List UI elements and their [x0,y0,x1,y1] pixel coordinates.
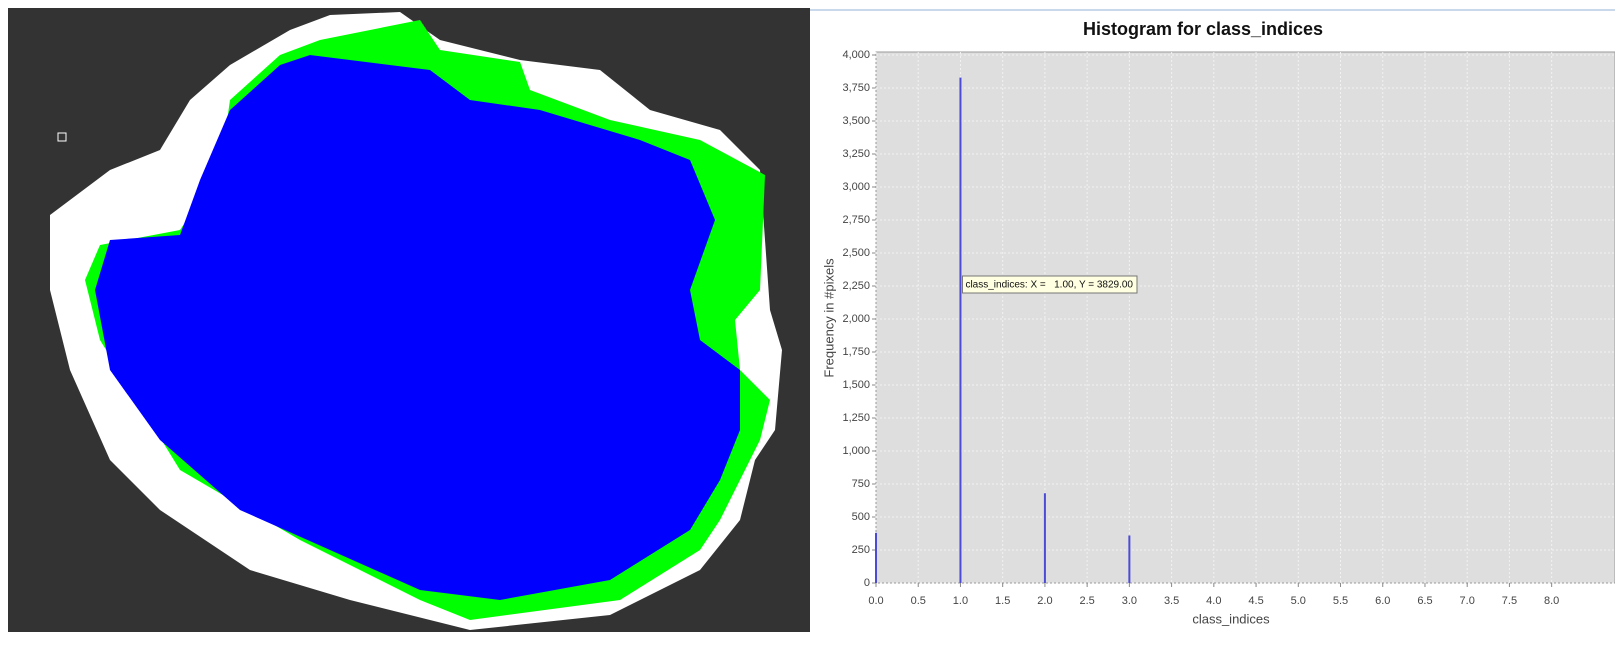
y-tick-label: 2,000 [842,313,870,325]
page: Histogram for class_indices class_indice… [0,0,1615,655]
y-tick-label: 4,000 [842,49,870,61]
y-tick-label: 1,250 [842,412,870,424]
y-tick-label: 1,000 [842,445,870,457]
x-tick-label: 1.5 [995,595,1010,607]
y-tick-label: 250 [852,544,870,556]
x-tick-label: 2.0 [1037,595,1052,607]
y-tick-label: 3,250 [842,148,870,160]
bar [1128,535,1130,583]
bar [875,533,877,583]
x-tick-label: 8.0 [1544,595,1559,607]
x-axis-label: class_indices [1192,611,1270,626]
y-tick-label: 2,250 [842,280,870,292]
plot-area[interactable] [876,52,1615,583]
x-tick-label: 6.0 [1375,595,1390,607]
bar [1044,493,1046,583]
y-tick-label: 1,750 [842,346,870,358]
x-tick-label: 0.5 [911,595,926,607]
chart-title: Histogram for class_indices [1083,19,1323,39]
screen: Histogram for class_indices class_indice… [0,0,1615,655]
bar [959,78,961,583]
x-tick-label: 5.0 [1291,595,1306,607]
x-tick-label: 0.0 [868,595,883,607]
y-tick-label: 750 [852,478,870,490]
y-tick-label: 3,000 [842,181,870,193]
x-tick-label: 1.0 [953,595,968,607]
x-tick-label: 4.5 [1248,595,1263,607]
x-tick-label: 3.0 [1122,595,1137,607]
x-tick-label: 6.5 [1417,595,1432,607]
y-tick-label: 3,500 [842,115,870,127]
y-tick-label: 1,500 [842,379,870,391]
y-axis-label: Frequency in #pixels [821,258,836,378]
x-tick-label: 3.5 [1164,595,1179,607]
tooltip-text: class_indices: X = 1.00, Y = 3829.00 [965,280,1133,291]
x-tick-label: 7.0 [1460,595,1475,607]
y-tick-label: 2,750 [842,214,870,226]
x-tick-label: 4.0 [1206,595,1221,607]
x-tick-label: 2.5 [1079,595,1094,607]
y-tick-label: 500 [852,511,870,523]
x-tick-label: 5.5 [1333,595,1348,607]
y-tick-label: 2,500 [842,247,870,259]
x-tick-label: 7.5 [1502,595,1517,607]
y-tick-label: 3,750 [842,82,870,94]
y-tick-label: 0 [864,577,870,589]
